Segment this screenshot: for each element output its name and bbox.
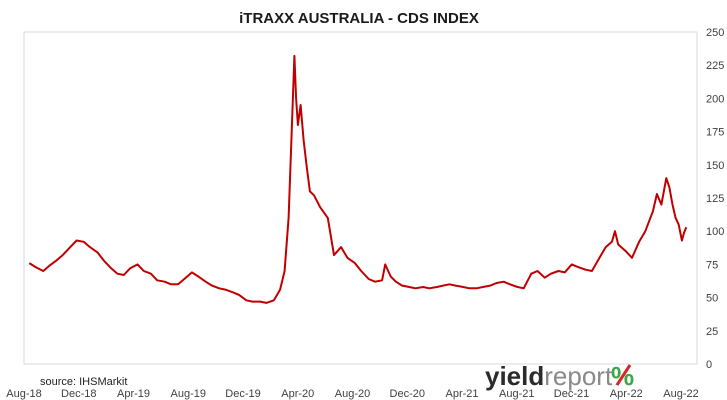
source-note: source: IHSMarkit: [40, 376, 127, 388]
yieldreport-logo: yieldreport %: [485, 361, 634, 391]
x-tick-label: Apr-19: [117, 388, 150, 400]
x-tick-label: Aug-18: [6, 388, 41, 400]
y-tick-label: 175: [706, 127, 724, 139]
x-tick-label: Dec-19: [225, 388, 260, 400]
x-tick-label: Aug-22: [663, 388, 698, 400]
x-axis: Aug-18 Dec-18 Apr-19 Aug-19 Dec-19 Apr-20 Aug-…: [6, 388, 698, 400]
x-tick-label: Dec-20: [390, 388, 425, 400]
chart-title: iTRAXX AUSTRALIA - CDS INDEX: [239, 10, 479, 27]
x-tick-label: Apr-21: [445, 388, 478, 400]
x-tick-label: Aug-21: [499, 388, 534, 400]
logo-word-bold: yield: [485, 361, 544, 391]
plot-area-frame: [23, 31, 698, 365]
y-tick-label: 225: [706, 60, 724, 72]
y-axis: 0 25 50 75 100 125 150 175 200 225 250: [706, 27, 724, 371]
x-tick-label: Apr-20: [281, 388, 314, 400]
y-tick-label: 100: [706, 226, 724, 238]
svg-text:yieldreport: yieldreport: [485, 361, 613, 391]
y-tick-label: 125: [706, 193, 724, 205]
y-tick-label: 0: [706, 359, 712, 371]
x-tick-label: Aug-20: [335, 388, 370, 400]
y-tick-label: 25: [706, 326, 718, 338]
x-tick-label: Aug-19: [171, 388, 206, 400]
y-tick-label: 250: [706, 27, 724, 39]
x-tick-label: Dec-21: [554, 388, 589, 400]
series-line: [28, 54, 688, 304]
y-tick-label: 150: [706, 160, 724, 172]
series-layer: [28, 54, 688, 304]
x-tick-label: Dec-18: [61, 388, 96, 400]
logo-percent-accent: [615, 364, 632, 386]
y-tick-label: 200: [706, 93, 724, 105]
logo-word-light: report: [544, 361, 613, 391]
y-tick-label: 50: [706, 293, 718, 305]
x-tick-label: Apr-22: [610, 388, 643, 400]
y-tick-label: 75: [706, 259, 718, 271]
